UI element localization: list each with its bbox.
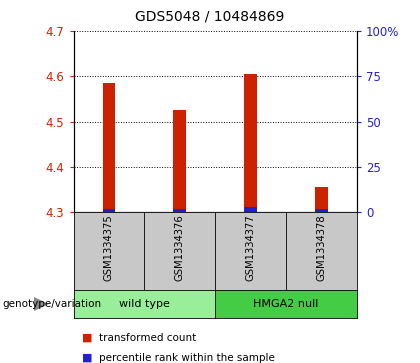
- Bar: [244, 207, 257, 212]
- Text: transformed count: transformed count: [99, 333, 196, 343]
- Bar: [173, 209, 186, 212]
- Text: GSM1334376: GSM1334376: [175, 214, 185, 281]
- Bar: [244, 74, 257, 212]
- Text: genotype/variation: genotype/variation: [2, 299, 101, 309]
- Text: HMGA2 null: HMGA2 null: [253, 299, 319, 309]
- Polygon shape: [34, 297, 49, 311]
- Text: GDS5048 / 10484869: GDS5048 / 10484869: [135, 9, 285, 23]
- Text: GSM1334378: GSM1334378: [317, 214, 327, 281]
- Text: ■: ■: [82, 352, 92, 363]
- Bar: [315, 209, 328, 212]
- Bar: [102, 83, 116, 212]
- Text: wild type: wild type: [119, 299, 170, 309]
- Bar: [102, 209, 116, 212]
- Text: GSM1334377: GSM1334377: [246, 214, 256, 281]
- Bar: [315, 187, 328, 212]
- Bar: [173, 110, 186, 212]
- Text: percentile rank within the sample: percentile rank within the sample: [99, 352, 275, 363]
- Text: GSM1334375: GSM1334375: [104, 214, 114, 281]
- Text: ■: ■: [82, 333, 92, 343]
